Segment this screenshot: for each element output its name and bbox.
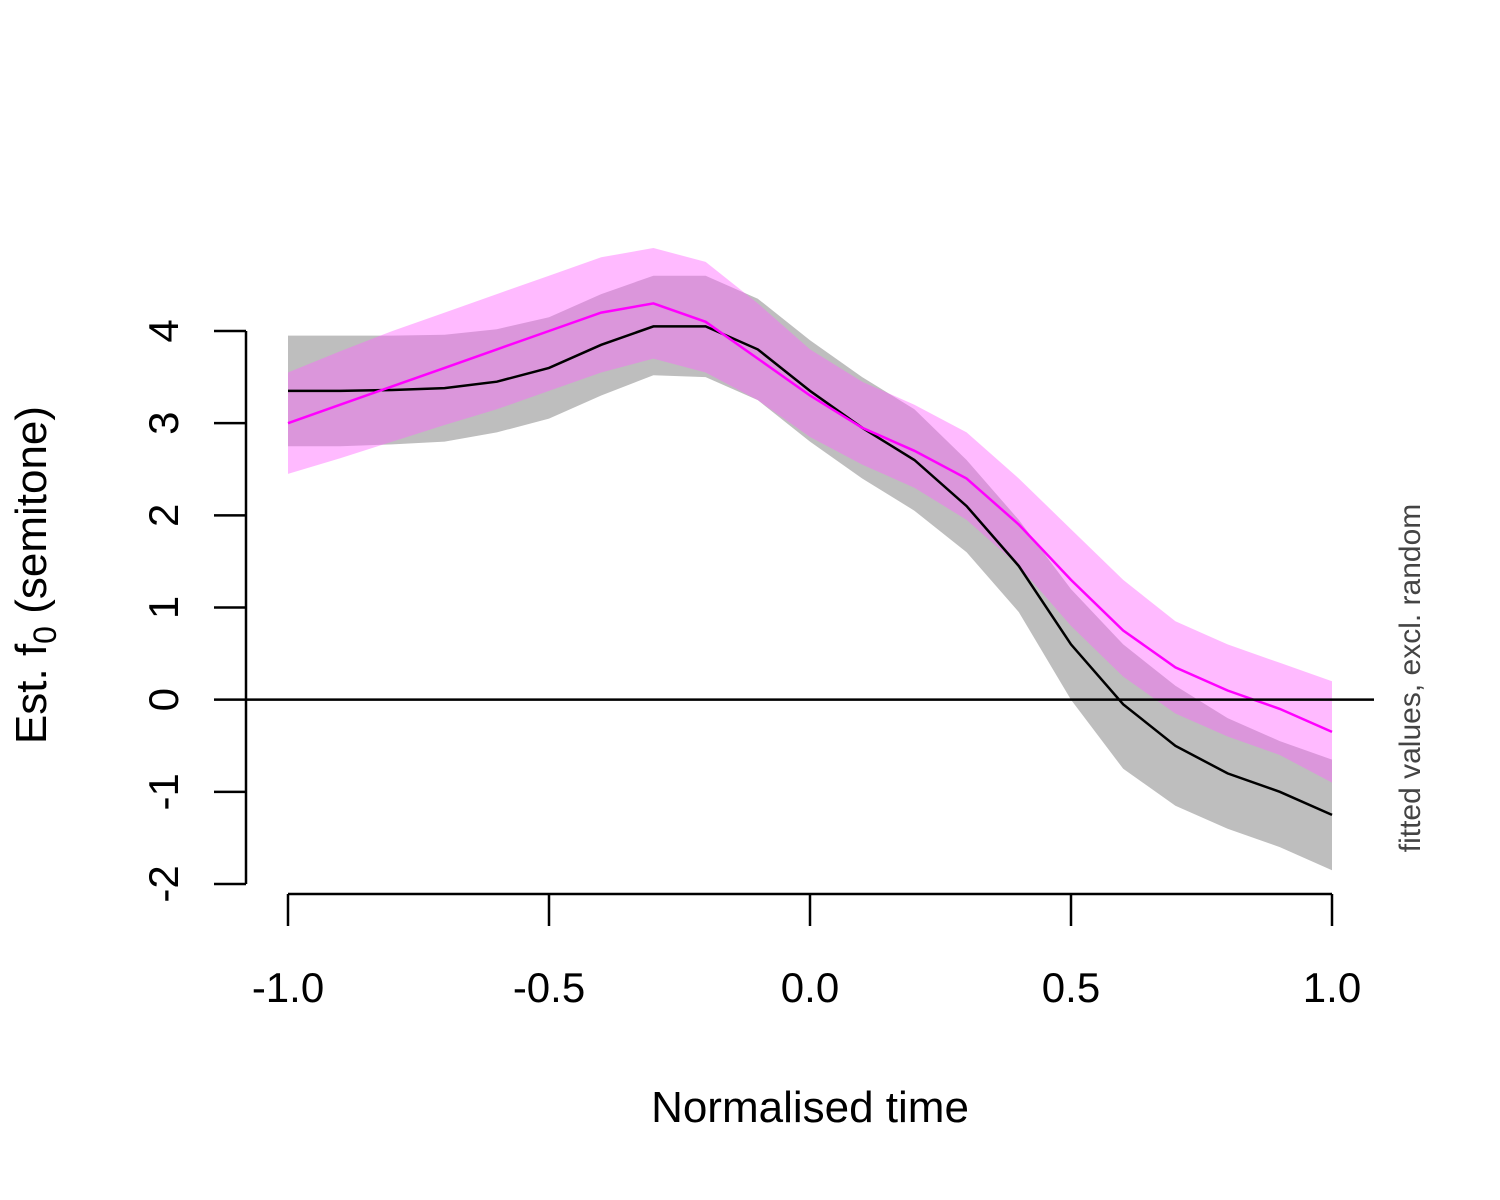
confidence-band-2 (288, 248, 1332, 783)
x-axis: -1.0 -0.5 0.0 0.5 1.0 (252, 892, 1361, 1011)
y-tick-label: -2 (140, 865, 187, 902)
y-tick-label: 3 (140, 411, 187, 434)
side-note: fitted values, excl. random (1394, 504, 1427, 853)
y-axis-title-main: Est. f (7, 643, 56, 744)
y-tick-label: 1 (140, 596, 187, 619)
series-line-2 (287, 302, 1333, 734)
y-tick-label: 4 (140, 319, 187, 342)
y-axis-title-subscript: 0 (27, 626, 63, 644)
x-tick-label: -0.5 (513, 964, 585, 1011)
y-tick-label: -1 (140, 773, 187, 810)
confidence-bands (288, 248, 1332, 871)
y-axis-title-suffix: (semitone) (7, 406, 56, 626)
series-lines (287, 302, 1333, 817)
series-line-1 (288, 325, 1333, 817)
x-tick-label: 0.0 (781, 964, 839, 1011)
x-tick-label: 0.5 (1042, 964, 1100, 1011)
y-tick-label: 2 (140, 504, 187, 527)
y-axis: -2 -1 0 1 2 3 4 (140, 319, 248, 903)
y-axis-title: Est. f0 (semitone) (7, 406, 63, 744)
x-axis-title: Normalised time (651, 1083, 969, 1132)
y-tick-label: 0 (140, 688, 187, 711)
x-tick-label: -1.0 (252, 964, 324, 1011)
x-tick-label: 1.0 (1303, 964, 1361, 1011)
